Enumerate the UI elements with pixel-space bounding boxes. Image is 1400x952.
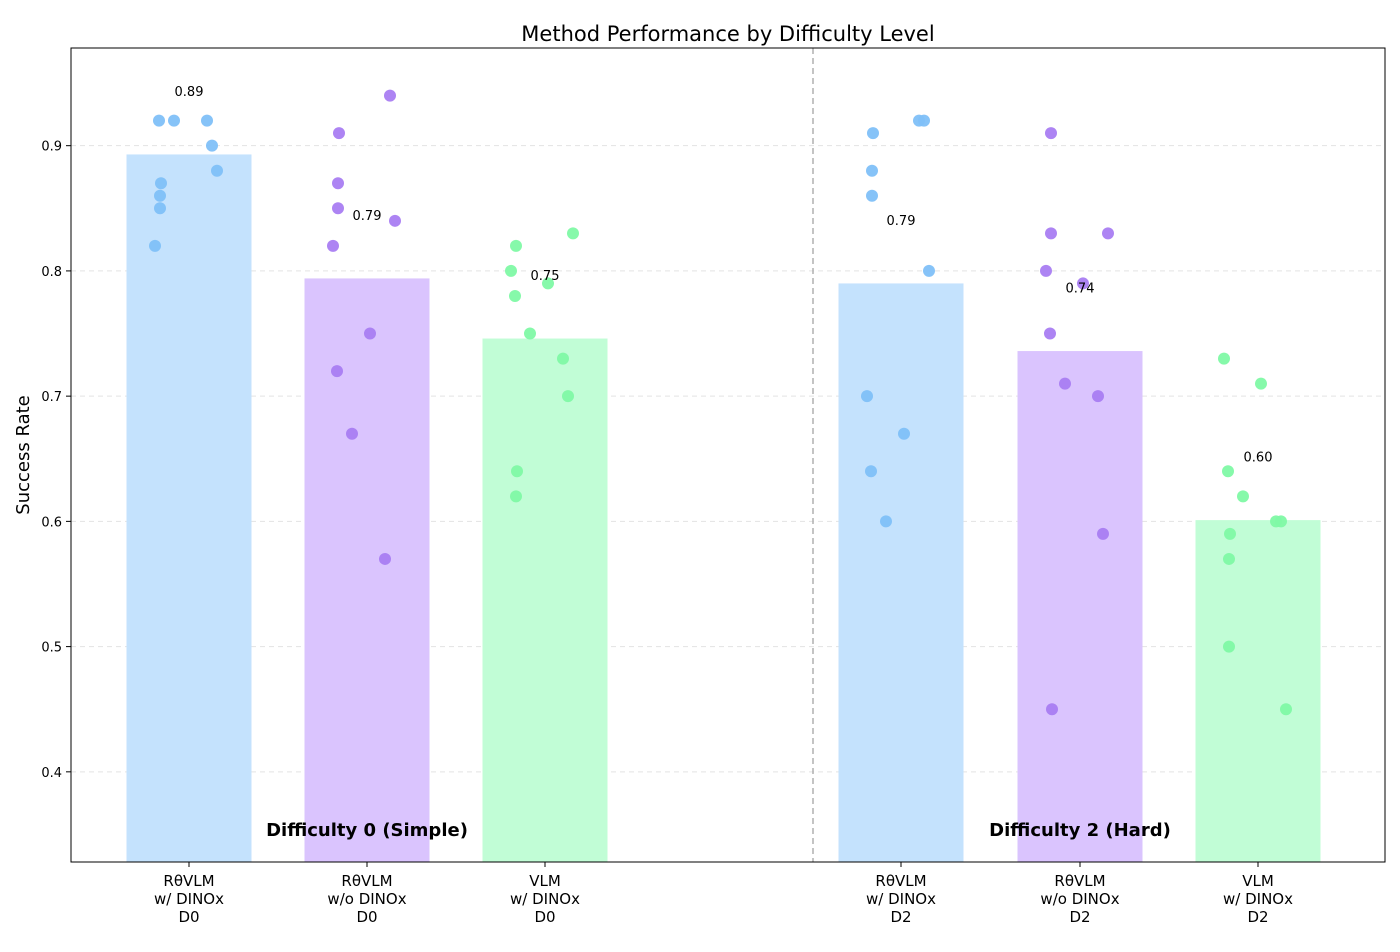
x-tick-label: RθVLM w/o DINOx D2: [1040, 872, 1119, 926]
group-label: Difficulty 0 (Simple): [266, 820, 468, 841]
data-point: [524, 327, 536, 340]
data-point: [1222, 465, 1234, 478]
data-point: [923, 264, 935, 277]
bars: [126, 154, 1321, 862]
data-point: [1046, 703, 1058, 716]
data-point: [1218, 352, 1230, 365]
data-point: [1102, 227, 1114, 240]
data-point: [154, 189, 166, 202]
x-tick-label: RθVLM w/ DINOx D0: [154, 872, 224, 926]
data-point: [1045, 127, 1057, 140]
data-point: [1040, 264, 1052, 277]
data-point: [898, 427, 910, 440]
data-point: [866, 164, 878, 177]
data-point: [1097, 527, 1109, 540]
x-tick-label: RθVLM w/o DINOx D0: [327, 872, 406, 926]
data-point: [364, 327, 376, 340]
x-tick-label: RθVLM w/ DINOx D2: [866, 872, 936, 926]
y-tick-label: 0.9: [41, 140, 62, 155]
data-point: [155, 177, 167, 190]
x-axis: RθVLM w/ DINOx D0 RθVLM w/o DINOx D0 VLM w/ DIN…: [154, 862, 1293, 926]
data-point: [509, 289, 521, 302]
data-point: [206, 139, 218, 152]
bar: [126, 154, 252, 862]
data-point: [542, 277, 554, 290]
data-point: [567, 227, 579, 240]
plot-frame: [70, 47, 1386, 863]
data-point: [332, 177, 344, 190]
data-point: [149, 239, 161, 252]
data-point: [327, 239, 339, 252]
data-point: [557, 352, 569, 365]
bar: [838, 283, 964, 862]
data-point: [201, 114, 213, 127]
y-tick-label: 0.7: [41, 390, 62, 405]
y-tick-label: 0.5: [41, 641, 62, 656]
data-point: [1280, 703, 1292, 716]
data-point: [880, 515, 892, 528]
y-axis: 0.4 0.5 0.6 0.7 0.8 0.9: [41, 140, 71, 781]
bar: [1195, 520, 1321, 862]
value-label: 0.79: [353, 209, 382, 224]
data-point: [867, 127, 879, 140]
data-point: [346, 427, 358, 440]
data-point: [331, 365, 343, 378]
data-point: [865, 465, 877, 478]
data-point: [1223, 640, 1235, 653]
bar: [482, 338, 608, 862]
data-point: [1092, 390, 1104, 403]
data-point: [562, 390, 574, 403]
data-point: [918, 114, 930, 127]
y-axis-label: Success Rate: [13, 395, 34, 514]
x-tick-label: VLM w/ DINOx D0: [510, 872, 580, 926]
data-point: [168, 114, 180, 127]
data-point: [1255, 377, 1267, 390]
data-point: [154, 202, 166, 215]
data-point: [861, 390, 873, 403]
value-labels: 0.89 0.79 0.75 0.79 0.74 0.60: [175, 85, 1273, 466]
data-point: [505, 264, 517, 277]
data-point: [211, 164, 223, 177]
y-tick-label: 0.8: [41, 265, 62, 280]
data-point: [384, 89, 396, 102]
bar: [304, 278, 430, 862]
data-point: [510, 239, 522, 252]
value-label: 0.79: [887, 214, 916, 229]
grid-lines: [71, 145, 1385, 773]
data-points: [149, 89, 1292, 716]
chart-title: Method Performance by Difficulty Level: [521, 22, 934, 46]
data-point: [510, 490, 522, 503]
data-point: [332, 202, 344, 215]
group-label: Difficulty 2 (Hard): [989, 820, 1171, 841]
data-point: [1237, 490, 1249, 503]
data-point: [1077, 277, 1089, 290]
data-point: [866, 189, 878, 202]
value-label: 0.60: [1244, 451, 1273, 466]
data-point: [1045, 227, 1057, 240]
y-tick-label: 0.4: [41, 766, 62, 781]
data-point: [1275, 515, 1287, 528]
data-point: [1059, 377, 1071, 390]
data-point: [1224, 527, 1236, 540]
y-tick-label: 0.6: [41, 515, 62, 530]
value-label: 0.89: [175, 85, 204, 100]
data-point: [153, 114, 165, 127]
value-label: 0.74: [1066, 281, 1095, 296]
group-labels: Difficulty 0 (Simple) Difficulty 2 (Hard): [266, 820, 1171, 841]
data-point: [1044, 327, 1056, 340]
bar: [1017, 351, 1143, 862]
data-point: [379, 552, 391, 565]
data-point: [389, 214, 401, 227]
data-point: [1223, 552, 1235, 565]
value-label: 0.75: [531, 269, 560, 284]
data-point: [511, 465, 523, 478]
data-point: [333, 127, 345, 140]
x-tick-label: VLM w/ DINOx D2: [1223, 872, 1293, 926]
